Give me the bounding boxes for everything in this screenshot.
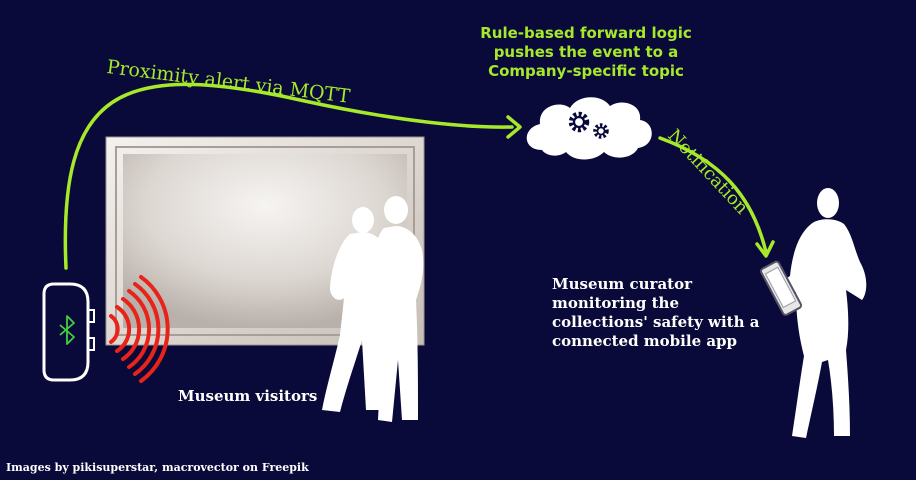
curator-label: Museum curator monitoring the collection…: [552, 275, 772, 351]
visitors-silhouette: [322, 196, 424, 422]
rule-logic-line-3: Company-specific topic: [488, 62, 684, 80]
gears-icon: [568, 111, 609, 139]
cloud-icon: [526, 97, 652, 160]
curator-line-4: connected mobile app: [552, 332, 738, 350]
curator-silhouette: [772, 188, 867, 438]
visitors-label: Museum visitors: [178, 387, 318, 405]
curator-line-2: monitoring the: [552, 294, 680, 312]
phone-icon: [760, 260, 803, 316]
beacon-device: [42, 282, 95, 382]
curator-line-3: collections' safety with a: [552, 313, 760, 331]
signal-waves: [109, 275, 170, 383]
proximity-arrow: [63, 82, 522, 270]
bluetooth-icon: [59, 315, 75, 345]
notification-arrow: [658, 136, 775, 258]
curator-line-1: Museum curator: [552, 275, 692, 293]
rule-logic-line-2: pushes the event to a: [493, 43, 679, 61]
image-credit: Images by pikisuperstar, macrovector on …: [6, 461, 309, 474]
rule-logic-label: Rule-based forward logic pushes the even…: [470, 24, 702, 81]
rule-logic-line-1: Rule-based forward logic: [480, 24, 692, 42]
